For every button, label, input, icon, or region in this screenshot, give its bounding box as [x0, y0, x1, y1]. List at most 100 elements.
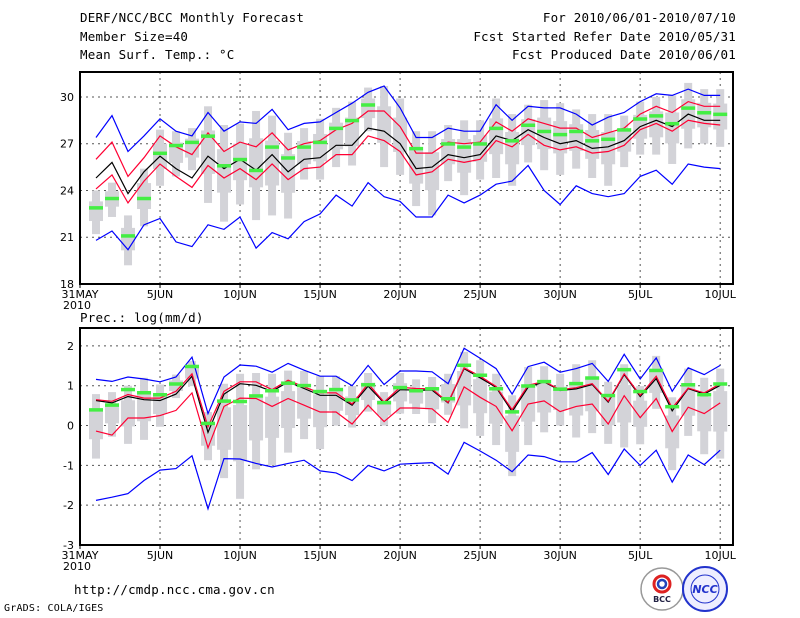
y-tick-label: 30: [60, 91, 74, 104]
precip-label: Prec.: log(mm/d): [80, 310, 204, 325]
x-tick-label: 31MAY: [62, 549, 99, 562]
range-box: [281, 391, 296, 429]
y-tick-label: -1: [63, 459, 74, 472]
x-tick-label: 20JUN: [383, 549, 417, 562]
range-box: [313, 394, 328, 428]
marker-bar: [281, 156, 296, 160]
range-box: [473, 379, 488, 414]
x-tick-label: 10JUL: [704, 549, 736, 562]
range-box: [553, 386, 568, 411]
range-box: [601, 132, 616, 165]
marker-bar: [697, 392, 712, 397]
marker-bar: [105, 196, 120, 201]
series-upper-envelope: [95, 85, 721, 153]
range-box: [233, 405, 248, 462]
marker-bar: [233, 399, 248, 404]
marker-bar: [457, 363, 472, 368]
marker-bar: [249, 168, 264, 173]
marker-bar: [409, 146, 424, 151]
range-box: [169, 142, 184, 163]
marker-bar: [537, 379, 552, 384]
marker-bar: [313, 140, 328, 145]
series-lower-envelope: [95, 163, 721, 251]
marker-bar: [313, 389, 328, 394]
x-tick-label: 5JUN: [147, 288, 174, 301]
marker-bar: [377, 400, 392, 405]
range-box: [297, 140, 312, 165]
marker-bar: [361, 383, 376, 387]
marker-bar: [617, 128, 632, 132]
marker-bar: [681, 106, 696, 110]
series-upper-spread: [95, 366, 721, 429]
marker-bar: [105, 403, 120, 407]
marker-bar: [217, 399, 232, 403]
x-tick-label: 5JUN: [147, 549, 174, 562]
range-box: [89, 201, 104, 222]
range-box: [649, 369, 664, 393]
range-box: [617, 385, 632, 423]
marker-bar: [713, 382, 728, 386]
x-tick-label: 5JUL: [628, 288, 653, 301]
marker-bar: [137, 391, 152, 395]
range-box: [553, 121, 568, 154]
marker-bar: [473, 373, 488, 377]
marker-bar: [265, 145, 280, 149]
range-box: [409, 149, 424, 184]
x-tick-label: 15JUN: [303, 288, 337, 301]
y-tick-label: 24: [60, 184, 74, 197]
marker-bar: [201, 134, 216, 138]
marker-bar: [345, 118, 360, 123]
x-tick-label: 10JUN: [223, 549, 257, 562]
range-box: [121, 400, 136, 427]
x-tick-label: 5JUL: [628, 549, 653, 562]
grads-credit: GrADS: COLA/IGES: [4, 603, 104, 614]
x-tick-sublabel: 2010: [63, 299, 91, 312]
marker-bar: [521, 123, 536, 127]
marker-bar: [153, 392, 168, 397]
range-box: [633, 400, 648, 427]
x-tick-label: 25JUN: [463, 288, 497, 301]
series-lower-spread: [95, 119, 721, 204]
source-url[interactable]: http://cmdp.ncc.cma.gov.cn: [74, 582, 275, 597]
range-box: [281, 154, 296, 193]
marker-bar: [361, 103, 376, 107]
member-size: Member Size=40: [80, 29, 189, 44]
marker-bar: [649, 368, 664, 373]
marker-bar: [121, 387, 136, 392]
range-box: [217, 149, 232, 193]
range-box: [489, 391, 504, 424]
series-lower-envelope: [95, 441, 721, 511]
marker-bar: [601, 393, 616, 398]
marker-bar: [201, 421, 216, 426]
marker-bar: [185, 364, 200, 369]
marker-bar: [601, 137, 616, 142]
figure-title: DERF/NCC/BCC Monthly Forecast: [80, 10, 305, 25]
marker-bar: [665, 404, 680, 409]
marker-bar: [489, 126, 504, 131]
marker-bar: [457, 145, 472, 149]
range-box: [249, 397, 264, 441]
x-tick-label: 31MAY: [62, 288, 99, 301]
x-tick-label: 30JUN: [543, 549, 577, 562]
range-box: [425, 388, 440, 410]
range-box: [649, 111, 664, 138]
marker-bar: [665, 121, 680, 126]
marker-bar: [553, 387, 568, 391]
started-date: Fcst Started Refer Date 2010/05/31: [473, 29, 736, 44]
y-tick-label: 0: [67, 420, 74, 433]
range-box: [89, 410, 104, 440]
marker-bar: [281, 381, 296, 385]
range-box: [713, 391, 728, 432]
marker-bar: [505, 139, 520, 143]
y-tick-label: -2: [63, 499, 74, 512]
marker-bar: [649, 114, 664, 118]
x-tick-sublabel: 2010: [63, 560, 91, 573]
range-box: [249, 138, 264, 188]
series-lower-spread: [95, 386, 721, 450]
range-box: [537, 382, 552, 413]
range-box: [217, 407, 232, 450]
marker-bar: [441, 142, 456, 146]
marker-bar: [553, 132, 568, 137]
x-tick-label: 30JUN: [543, 288, 577, 301]
